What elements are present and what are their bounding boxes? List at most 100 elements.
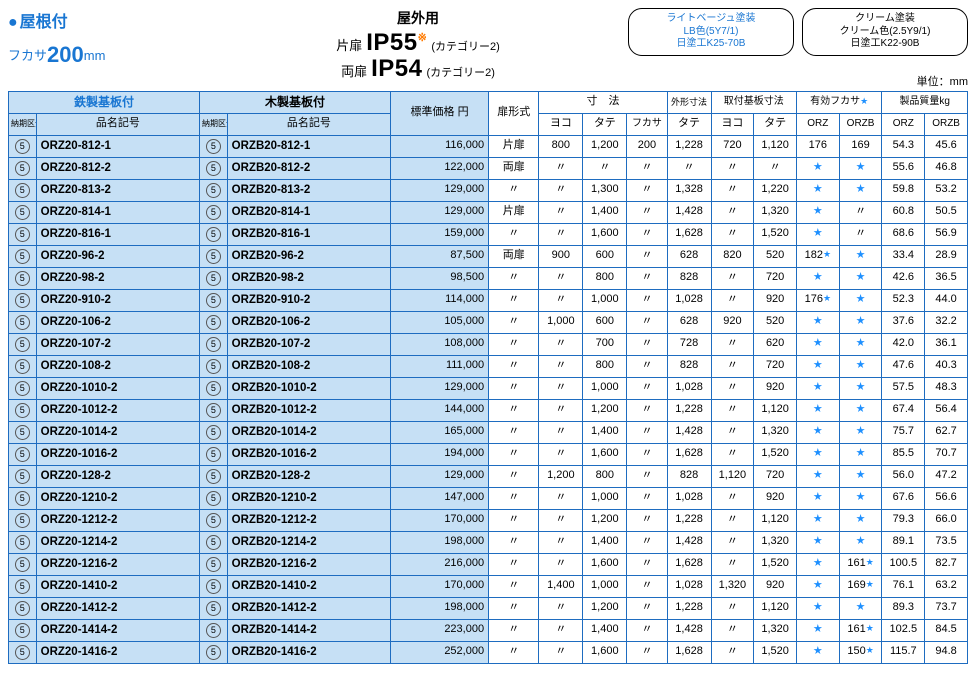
pn-cell: ORZB20-107-2 (227, 333, 390, 355)
badge-cr-title: クリーム塗装 (815, 13, 955, 26)
table-cell: 片扉 (489, 135, 539, 157)
table-row: 5ORZ20-812-15ORZB20-812-1116,000片扉8001,2… (9, 135, 968, 157)
table-cell: 1,000 (539, 311, 583, 333)
table-cell: 1,000 (583, 289, 627, 311)
table-cell: 828 (667, 267, 711, 289)
table-cell: 700 (583, 333, 627, 355)
table-cell: 〃 (489, 597, 539, 619)
table-cell: 〃 (489, 179, 539, 201)
table-cell: 82.7 (925, 553, 968, 575)
k-cell: 5 (9, 531, 37, 553)
header-left: ●屋根付 フカサ200mm (8, 8, 268, 68)
pn-cell: ORZB20-813-2 (227, 179, 390, 201)
table-cell: 〃 (711, 553, 754, 575)
table-cell: 1,428 (667, 421, 711, 443)
table-row: 5ORZ20-106-25ORZB20-106-2105,000〃1,00060… (9, 311, 968, 333)
k-cell: 5 (9, 135, 37, 157)
table-cell: 1,028 (667, 289, 711, 311)
table-cell: 〃 (489, 575, 539, 597)
k-cell: 5 (200, 355, 228, 377)
pn-cell: ORZB20-1212-2 (227, 509, 390, 531)
table-cell: ★ (839, 311, 882, 333)
col-weight-header: 製品質量kg (882, 91, 968, 113)
pn-cell: ORZB20-814-1 (227, 201, 390, 223)
roof-title: 屋根付 (20, 14, 68, 31)
price-cell: 198,000 (391, 597, 489, 619)
table-cell: 102.5 (882, 619, 925, 641)
k-cell: 5 (9, 267, 37, 289)
roof-title-row: ●屋根付 (8, 8, 268, 32)
pn-cell: ORZ20-1412-2 (36, 597, 199, 619)
pn-cell: ORZ20-1416-2 (36, 641, 199, 663)
k-cell: 5 (9, 487, 37, 509)
pn-cell: ORZ20-1414-2 (36, 619, 199, 641)
table-cell: ★ (796, 333, 839, 355)
badge-lb-line2: LB色(5Y7/1) (641, 26, 781, 39)
table-cell: 42.6 (882, 267, 925, 289)
table-row: 5ORZ20-814-15ORZB20-814-1129,000片扉〃1,400… (9, 201, 968, 223)
table-cell: 〃 (539, 157, 583, 179)
pn-cell: ORZB20-128-2 (227, 465, 390, 487)
table-cell: 〃 (539, 509, 583, 531)
table-row: 5ORZ20-816-15ORZB20-816-1159,000〃〃1,600〃… (9, 223, 968, 245)
table-cell: 〃 (489, 333, 539, 355)
k-cell: 5 (9, 223, 37, 245)
price-cell: 165,000 (391, 421, 489, 443)
table-cell: 1,228 (667, 399, 711, 421)
table-cell: 79.3 (882, 509, 925, 531)
table-row: 5ORZ20-128-25ORZB20-128-2129,000〃1,20080… (9, 465, 968, 487)
table-cell: 1,320 (754, 619, 797, 641)
table-cell: ★ (796, 223, 839, 245)
table-cell: 1,220 (754, 179, 797, 201)
badge-cr-line3: 日塗工K22-90B (815, 38, 955, 51)
pn-cell: ORZ20-812-2 (36, 157, 199, 179)
pn-cell: ORZ20-816-1 (36, 223, 199, 245)
table-cell: 〃 (711, 443, 754, 465)
k-cell: 5 (200, 641, 228, 663)
table-cell: 片扉 (489, 201, 539, 223)
table-row: 5ORZ20-1010-25ORZB20-1010-2129,000〃〃1,00… (9, 377, 968, 399)
table-cell: 〃 (539, 377, 583, 399)
pn-cell: ORZ20-1014-2 (36, 421, 199, 443)
table-cell: 〃 (627, 377, 667, 399)
table-cell: 〃 (711, 179, 754, 201)
pn-cell: ORZ20-1016-2 (36, 443, 199, 465)
table-cell: 44.0 (925, 289, 968, 311)
table-cell: 〃 (711, 399, 754, 421)
pn-cell: ORZ20-1010-2 (36, 377, 199, 399)
table-cell: 1,200 (583, 135, 627, 157)
table-cell: 169★ (839, 575, 882, 597)
pn-cell: ORZB20-1410-2 (227, 575, 390, 597)
table-cell: ★ (796, 355, 839, 377)
pn-cell: ORZ20-812-1 (36, 135, 199, 157)
table-cell: 1,028 (667, 377, 711, 399)
k-cell: 5 (9, 509, 37, 531)
table-cell: 〃 (711, 289, 754, 311)
table-cell: 1,600 (583, 223, 627, 245)
table-cell: 〃 (711, 355, 754, 377)
table-cell: 〃 (627, 289, 667, 311)
k-cell: 5 (200, 531, 228, 553)
k-cell: 5 (200, 223, 228, 245)
table-cell: ★ (796, 553, 839, 575)
table-cell: ★ (796, 619, 839, 641)
table-cell: 〃 (539, 267, 583, 289)
pn-cell: ORZ20-1012-2 (36, 399, 199, 421)
table-cell: 〃 (754, 157, 797, 179)
col-ext-header: 外形寸法 (667, 91, 711, 113)
pn-cell: ORZB20-1012-2 (227, 399, 390, 421)
ip-star-icon: ※ (418, 32, 428, 44)
table-cell: ★ (839, 465, 882, 487)
table-cell: 89.1 (882, 531, 925, 553)
table-cell: 〃 (489, 531, 539, 553)
price-cell: 114,000 (391, 289, 489, 311)
table-cell: 〃 (627, 421, 667, 443)
table-cell: 〃 (539, 421, 583, 443)
pn-cell: ORZB20-1216-2 (227, 553, 390, 575)
table-cell: 68.6 (882, 223, 925, 245)
table-cell: 920 (711, 311, 754, 333)
table-cell: 〃 (711, 333, 754, 355)
table-cell: 56.9 (925, 223, 968, 245)
table-cell: 〃 (627, 355, 667, 377)
table-cell: 1,028 (667, 575, 711, 597)
